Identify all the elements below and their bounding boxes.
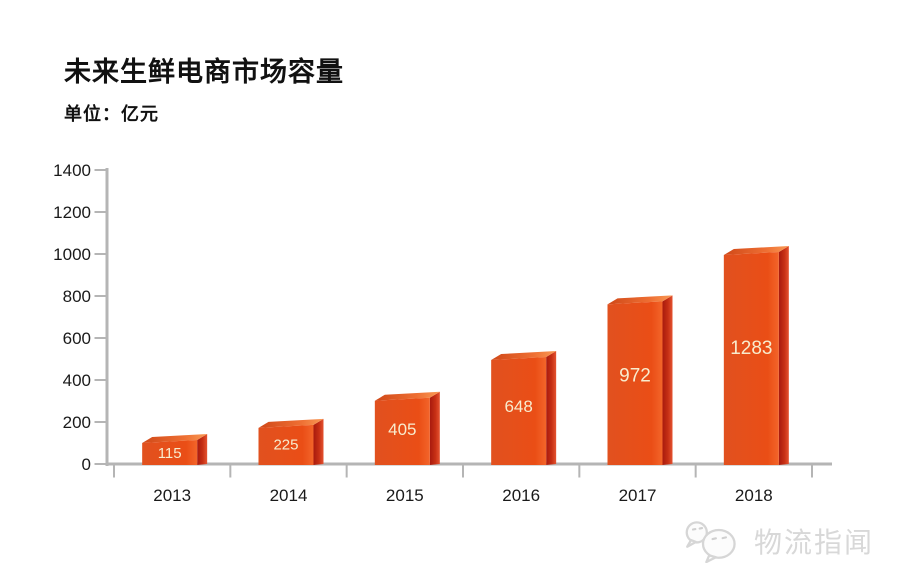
watermark-text: 物流指闻 <box>753 527 874 558</box>
y-axis-tick-label: 400 <box>63 371 91 390</box>
y-axis-tick-label: 800 <box>63 287 91 306</box>
x-axis-tick <box>694 465 697 478</box>
bar <box>258 424 314 465</box>
y-axis-tick <box>94 169 107 171</box>
x-axis-tick <box>461 465 464 478</box>
bar <box>607 301 663 465</box>
x-axis-tick <box>113 465 115 478</box>
bar-value-label: 115 <box>158 445 182 462</box>
y-axis-line <box>105 168 109 466</box>
bar <box>142 439 198 465</box>
bar-side-face <box>429 391 440 465</box>
bar-value-label: 648 <box>504 397 532 416</box>
y-axis-tick <box>94 421 107 423</box>
chart-title: 未来生鲜电商市场容量 <box>64 57 344 87</box>
wechat-logo-icon <box>685 521 736 563</box>
y-axis-tick <box>94 337 107 339</box>
y-axis-tick-label: 1400 <box>53 161 91 180</box>
bar-value-label: 225 <box>273 436 298 453</box>
bar-value-label: 405 <box>388 420 416 439</box>
bar-top-face <box>374 391 440 401</box>
x-axis-tick <box>229 465 232 478</box>
x-axis-label: 2014 <box>270 486 308 505</box>
x-axis-label: 2013 <box>153 486 191 505</box>
y-axis-tick <box>94 295 107 297</box>
bar-top-face <box>723 246 789 255</box>
x-axis-tick <box>345 465 348 478</box>
bar-side-face <box>662 295 673 465</box>
x-axis-label: 2017 <box>619 486 657 505</box>
x-axis-label: 2015 <box>386 486 424 505</box>
y-axis-tick-label: 1000 <box>53 245 91 264</box>
bar-side-face <box>197 433 208 465</box>
x-axis-label: 2018 <box>735 486 773 505</box>
y-axis-tick-label: 0 <box>82 455 91 474</box>
y-axis-tick-label: 600 <box>63 329 91 348</box>
unit-label: 单位：亿元 <box>64 104 159 124</box>
bar-value-label: 1283 <box>730 338 772 359</box>
x-axis-label: 2016 <box>502 486 540 505</box>
bar-value-label: 972 <box>619 366 651 387</box>
bar-side-face <box>778 246 789 465</box>
x-axis-tick <box>810 465 813 478</box>
x-axis-tick <box>578 465 581 478</box>
bar-top-face <box>142 433 208 443</box>
y-axis-tick <box>94 463 107 465</box>
y-axis-tick-label: 200 <box>63 413 91 432</box>
y-axis-tick-label: 1200 <box>53 203 91 222</box>
bar <box>491 357 547 465</box>
bar-side-face <box>313 418 324 465</box>
x-axis-line <box>105 462 832 466</box>
bar <box>723 252 779 465</box>
bar-top-face <box>491 351 557 360</box>
watermark: 物流指闻 <box>683 519 874 563</box>
bar-top-face <box>607 295 673 305</box>
y-axis-tick <box>94 379 107 381</box>
bar-side-face <box>546 351 557 465</box>
bar <box>374 397 430 465</box>
bar-top-face <box>258 418 324 428</box>
y-axis-tick <box>94 253 107 255</box>
y-axis-tick <box>94 211 107 213</box>
